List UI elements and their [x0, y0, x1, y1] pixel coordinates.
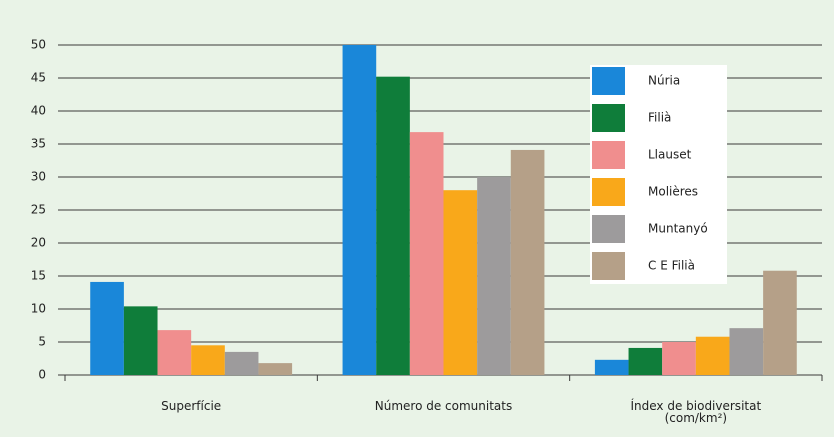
bar	[510, 149, 545, 375]
legend-label: C E Filià	[648, 259, 695, 273]
bar	[443, 190, 478, 375]
bar	[376, 76, 410, 376]
bar	[258, 363, 293, 375]
legend-label: Llauset	[648, 148, 692, 162]
y-tick-label: 45	[31, 71, 46, 85]
legend-label: Muntanyó	[648, 222, 708, 236]
legend-label: Molières	[648, 185, 698, 199]
y-tick-label: 50	[31, 38, 46, 52]
y-tick-label: 25	[31, 203, 46, 217]
legend-swatch	[592, 252, 625, 280]
y-tick-label: 15	[31, 269, 46, 283]
bar	[224, 351, 259, 375]
bar	[409, 132, 444, 375]
bar	[342, 45, 377, 375]
y-tick-label: 5	[38, 335, 46, 349]
y-tick-label: 10	[31, 302, 46, 316]
bar	[662, 342, 696, 375]
bar	[123, 306, 158, 375]
bar	[695, 336, 730, 375]
legend-label: Filià	[648, 111, 671, 125]
y-tick-label: 20	[31, 236, 46, 250]
y-tick-label: 35	[31, 137, 46, 151]
bar	[628, 347, 663, 375]
bar	[157, 330, 192, 375]
x-tick-label: Índex de biodiversitat (com/km²)	[630, 399, 762, 425]
legend-swatch	[592, 104, 625, 132]
bar	[477, 177, 511, 375]
bar	[594, 359, 629, 375]
legend-swatch	[592, 178, 625, 206]
legend-label: Núria	[648, 74, 680, 88]
y-tick-label: 30	[31, 170, 46, 184]
bar	[90, 281, 124, 375]
x-tick-label: Superfície	[161, 399, 222, 413]
legend-box	[590, 65, 727, 284]
bar	[763, 270, 797, 375]
bar	[729, 328, 764, 375]
bar	[191, 345, 225, 375]
legend-swatch	[592, 67, 625, 95]
legend-swatch	[592, 215, 625, 243]
y-tick-label: 40	[31, 104, 46, 118]
x-tick-label: Número de comunitats	[374, 399, 513, 413]
legend-swatch	[592, 141, 625, 169]
y-tick-label: 0	[38, 368, 46, 382]
